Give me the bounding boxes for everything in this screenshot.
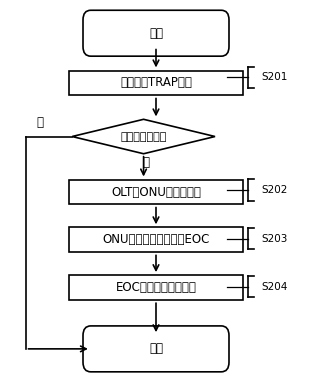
FancyBboxPatch shape — [83, 326, 229, 372]
Text: S203: S203 — [261, 234, 288, 244]
Text: 开始: 开始 — [149, 27, 163, 40]
Text: 是否下发过配置: 是否下发过配置 — [120, 132, 167, 142]
Bar — [69, 227, 243, 252]
Bar — [69, 180, 243, 204]
Text: 结束: 结束 — [149, 343, 163, 355]
Text: S204: S204 — [261, 281, 288, 291]
Text: 是: 是 — [37, 116, 43, 129]
Text: EOC收到单播包后重启: EOC收到单播包后重启 — [115, 281, 197, 294]
Text: 否: 否 — [143, 156, 150, 169]
Text: 网管收到TRAP事件: 网管收到TRAP事件 — [120, 76, 192, 89]
Polygon shape — [72, 119, 215, 154]
Bar — [69, 71, 243, 95]
Text: OLT向ONU发送单播包: OLT向ONU发送单播包 — [111, 185, 201, 199]
Text: S201: S201 — [261, 72, 288, 82]
Bar — [69, 275, 243, 300]
Text: S202: S202 — [261, 185, 288, 195]
Text: ONU收到单播包转发给EOC: ONU收到单播包转发给EOC — [102, 233, 210, 246]
FancyBboxPatch shape — [83, 10, 229, 56]
